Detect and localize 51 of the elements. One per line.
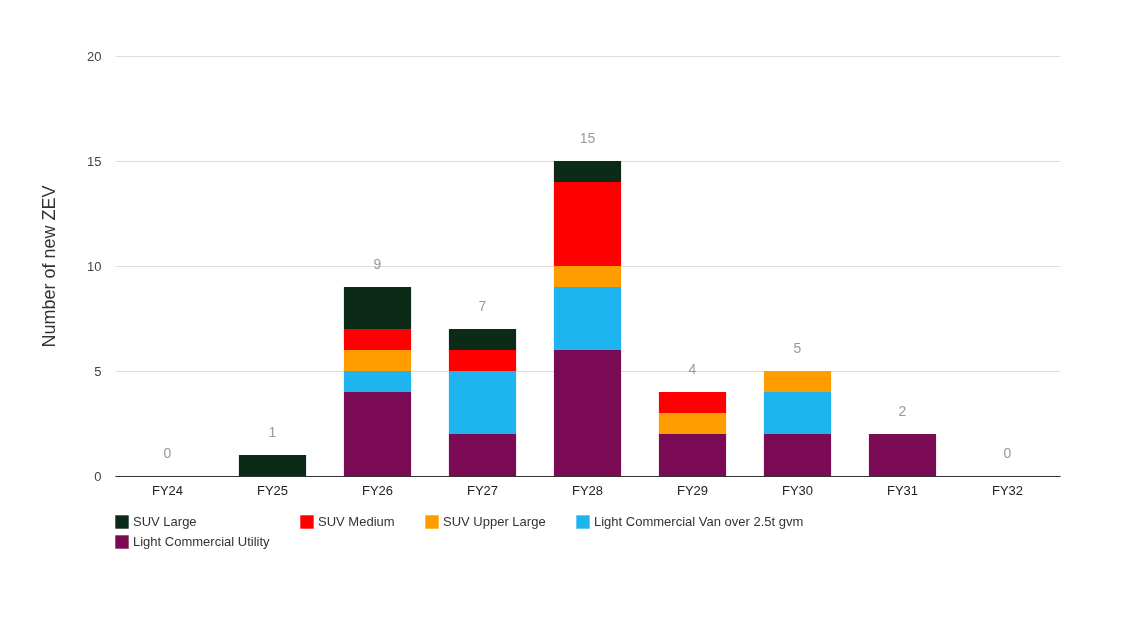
bar xyxy=(868,434,937,476)
x-tick-label: FY24 xyxy=(151,482,184,498)
bar xyxy=(343,287,412,329)
x-tick-label: FY27 xyxy=(466,482,499,498)
total-label: 0 xyxy=(163,445,172,461)
bar xyxy=(553,182,622,266)
legend-label: SUV Large xyxy=(133,514,197,529)
y-axis-title: Number of new ZEV xyxy=(39,185,60,348)
bar xyxy=(763,371,832,392)
bar xyxy=(343,350,412,371)
total-label: 4 xyxy=(688,361,697,377)
total-label: 2 xyxy=(898,403,907,419)
bar xyxy=(763,434,832,476)
bar xyxy=(553,161,622,182)
y-tick-label: 5 xyxy=(94,363,102,379)
bar xyxy=(343,371,412,392)
total-label: 1 xyxy=(268,424,277,440)
x-tick-label: FY32 xyxy=(991,482,1024,498)
bar xyxy=(658,413,727,434)
bar xyxy=(448,434,517,476)
legend-label: Light Commercial Utility xyxy=(133,534,271,549)
bar xyxy=(343,392,412,476)
total-label: 5 xyxy=(793,340,802,356)
bar xyxy=(343,329,412,350)
bar xyxy=(658,392,727,413)
x-tick-label: FY26 xyxy=(361,482,394,498)
bar xyxy=(553,287,622,350)
bar xyxy=(448,329,517,350)
y-tick-label: 0 xyxy=(94,468,102,484)
legend-label: Light Commercial Van over 2.5t gvm xyxy=(594,514,804,529)
x-tick-label: FY25 xyxy=(256,482,289,498)
bar xyxy=(658,434,727,476)
bar xyxy=(763,392,832,434)
bar xyxy=(238,455,307,476)
x-tick-label: FY29 xyxy=(676,482,709,498)
x-tick-label: FY31 xyxy=(886,482,919,498)
y-tick-label: 15 xyxy=(87,153,102,169)
legend-label: SUV Upper Large xyxy=(443,514,546,529)
legend-label: SUV Medium xyxy=(318,514,395,529)
total-label: 0 xyxy=(1003,445,1012,461)
x-tick-label: FY28 xyxy=(571,482,604,498)
bar xyxy=(448,371,517,434)
y-tick-label: 10 xyxy=(87,258,102,274)
total-label: 9 xyxy=(373,256,382,272)
bar xyxy=(553,350,622,476)
total-label: 15 xyxy=(579,130,596,146)
total-label: 7 xyxy=(478,298,487,314)
bar xyxy=(448,350,517,371)
bar xyxy=(553,266,622,287)
y-tick-label: 20 xyxy=(87,48,102,64)
x-tick-label: FY30 xyxy=(781,482,814,498)
